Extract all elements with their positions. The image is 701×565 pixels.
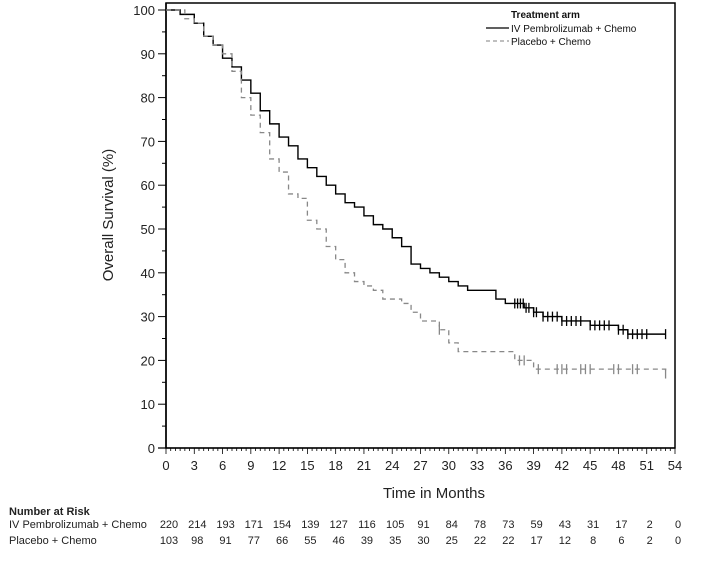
risk-value: 22 — [473, 535, 487, 547]
risk-value: 84 — [445, 519, 458, 531]
x-tick-label: 0 — [162, 458, 169, 473]
x-tick-label: 27 — [413, 458, 427, 473]
pembro-curve — [166, 9, 666, 335]
y-tick-label: 50 — [141, 222, 155, 237]
x-tick-label: 48 — [611, 458, 625, 473]
risk-value: 6 — [618, 535, 625, 547]
risk-value: 22 — [502, 535, 515, 547]
x-tick-label: 51 — [639, 458, 653, 473]
risk-value: 78 — [473, 519, 487, 531]
x-tick-label: 15 — [300, 458, 314, 473]
risk-value: 55 — [304, 535, 317, 547]
risk-value: 59 — [530, 519, 543, 531]
risk-value: 91 — [417, 519, 430, 531]
plot-frame — [165, 2, 676, 449]
legend-entry-placebo: Placebo + Chemo — [511, 37, 591, 48]
risk-value: 66 — [275, 535, 289, 547]
x-tick-label: 42 — [555, 458, 569, 473]
risk-value: 17 — [615, 519, 628, 531]
risk-value: 154 — [272, 519, 292, 531]
risk-value: 193 — [216, 519, 235, 531]
risk-value: 98 — [191, 535, 204, 547]
x-axis: 0 3 6 9 12 15 18 21 24 27 30 33 36 39 42 45 48 51 54 — [158, 447, 682, 473]
x-tick-label: 36 — [498, 458, 512, 473]
risk-value: 127 — [329, 519, 348, 531]
risk-value: 0 — [674, 535, 682, 547]
risk-value: 116 — [358, 519, 376, 531]
x-tick-label: 45 — [583, 458, 597, 473]
y-tick-label: 10 — [141, 397, 155, 412]
y-tick-label: 90 — [141, 47, 155, 62]
y-tick-label: 80 — [141, 91, 155, 106]
risk-value: 0 — [674, 519, 682, 531]
risk-table-title: Number at Risk — [9, 506, 90, 518]
placebo-curve — [166, 9, 667, 374]
x-tick-label: 12 — [272, 458, 286, 473]
x-tick-label: 21 — [357, 458, 371, 473]
legend: Treatment arm IV Pembrolizumab + Chemo P… — [486, 10, 637, 48]
risk-value: 30 — [417, 535, 430, 547]
risk-value: 8 — [590, 535, 597, 547]
y-tick-label: 100 — [133, 3, 155, 18]
x-tick-label: 33 — [470, 458, 484, 473]
series-layer — [166, 9, 667, 379]
risk-value: 35 — [389, 535, 402, 547]
y-tick-label: 60 — [141, 178, 155, 193]
x-tick-label: 3 — [191, 458, 198, 473]
y-tick-label: 40 — [141, 266, 155, 281]
x-tick-label: 24 — [385, 458, 399, 473]
x-tick-label: 9 — [247, 458, 254, 473]
y-tick-label: 30 — [141, 310, 155, 325]
risk-value: 39 — [360, 535, 374, 547]
x-tick-label: 6 — [219, 458, 226, 473]
y-axis: 0 10 20 30 40 50 60 70 80 90 100 — [133, 3, 167, 456]
y-axis-title: Overall Survival (%) — [100, 149, 117, 282]
x-tick-label: 30 — [442, 458, 456, 473]
x-tick-label: 39 — [526, 458, 540, 473]
y-tick-label: 70 — [141, 134, 155, 149]
risk-value: 91 — [219, 535, 232, 547]
x-tick-label: 18 — [328, 458, 342, 473]
risk-value: 2 — [646, 519, 653, 531]
risk-value: 73 — [502, 519, 515, 531]
x-axis-title: Time in Months — [383, 485, 485, 500]
risk-value: 139 — [301, 519, 320, 531]
legend-entry-pembro: IV Pembrolizumab + Chemo — [511, 24, 637, 35]
x-tick-label: 54 — [668, 458, 682, 473]
risk-value: 2 — [646, 535, 653, 547]
risk-value: 43 — [558, 519, 571, 531]
risk-value: 17 — [530, 535, 543, 547]
y-tick-label: 0 — [148, 441, 155, 456]
risk-row-label-pembro: IV Pembrolizumab + Chemo — [9, 519, 147, 531]
risk-value: 77 — [247, 535, 260, 547]
y-tick-label: 20 — [141, 353, 155, 368]
risk-value: 220 — [159, 519, 179, 531]
risk-value: 46 — [332, 535, 345, 547]
risk-value: 25 — [445, 535, 458, 547]
risk-value: 214 — [188, 519, 207, 531]
risk-value: 12 — [558, 535, 571, 547]
risk-value: 103 — [159, 535, 179, 547]
legend-title: Treatment arm — [511, 10, 580, 21]
risk-value: 31 — [587, 519, 600, 531]
risk-value: 105 — [386, 519, 405, 531]
risk-row-label-placebo: Placebo + Chemo — [9, 535, 97, 547]
risk-value: 171 — [244, 519, 263, 531]
